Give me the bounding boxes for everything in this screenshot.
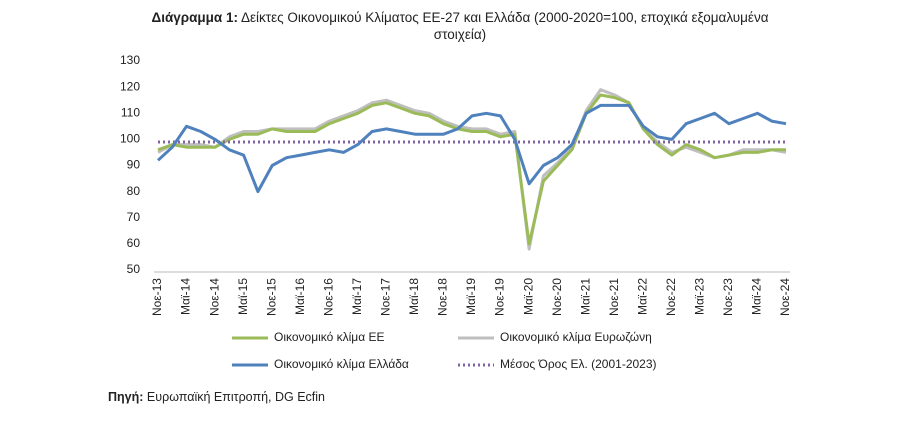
y-tick-label: 50 (127, 262, 141, 276)
x-tick-label: Νοε-20 (550, 278, 564, 316)
title-text: Δείκτες Οικονομικού Κλίματος ΕΕ-27 και Ε… (240, 10, 769, 42)
x-tick-label: Νοε-17 (379, 278, 393, 316)
chart: 50 60 70 80 90 100 110 120 130 Νοε-13 Μαϊ-14 Νοε-14… (120, 53, 792, 371)
y-tick-label: 80 (127, 184, 141, 198)
y-tick-label: 60 (127, 236, 141, 250)
x-tick-label: Μαϊ-21 (578, 278, 592, 315)
y-tick-label: 90 (127, 158, 141, 172)
x-tick-label: Μαϊ-24 (750, 278, 764, 315)
x-tick-label: Νοε-19 (493, 278, 507, 316)
legend-label: Οικονομικό κλίμα Ευρωζώνη (500, 330, 652, 344)
x-tick-label: Νοε-23 (721, 278, 735, 316)
source-text: Ευρωπαϊκή Επιτροπή, DG Ecfin (146, 390, 325, 404)
x-tick-label: Νοε-14 (207, 278, 221, 316)
y-tick-label: 110 (121, 105, 140, 119)
series-line (156, 103, 787, 194)
x-tick-label: Μαϊ-22 (635, 278, 649, 315)
chart-title: Διάγραμμα 1: Δείκτες Οικονομικού Κλίματο… (140, 9, 780, 43)
x-tick-label: Μαϊ-19 (464, 278, 478, 315)
x-tick-label: Μαϊ-17 (350, 278, 364, 315)
x-tick-label: Μαϊ-20 (521, 278, 535, 315)
x-tick-label: Νοε-18 (436, 278, 450, 316)
legend-label: Μέσος Όρος Ελ. (2001-2023) (500, 357, 657, 371)
x-tick-label: Νοε-15 (264, 278, 278, 316)
x-tick-label: Νοε-16 (321, 278, 335, 316)
source-label: Πηγή: (108, 390, 144, 404)
x-tick-label: Νοε-13 (150, 278, 164, 316)
source: Πηγή: Ευρωπαϊκή Επιτροπή, DG Ecfin (108, 390, 325, 404)
x-tick-label: Νοε-21 (607, 278, 621, 316)
series-line (157, 93, 786, 246)
x-tick-label: Μαϊ-18 (407, 278, 421, 315)
series-line (157, 88, 787, 251)
y-tick-label: 130 (120, 53, 140, 67)
y-tick-label: 70 (127, 210, 141, 224)
x-tick-label: Μαϊ-23 (693, 278, 707, 315)
x-tick-label: Νοε-24 (778, 278, 792, 316)
y-tick-label: 120 (120, 79, 140, 93)
x-tick-label: Μαϊ-16 (293, 278, 307, 315)
x-tick-label: Μαϊ-14 (179, 278, 193, 315)
title-label: Διάγραμμα 1: (151, 10, 238, 25)
y-tick-label: 100 (120, 132, 140, 146)
legend-label: Οικονομικό κλίμα ΕΕ (274, 330, 385, 344)
x-tick-label: Μαϊ-15 (236, 278, 250, 315)
legend-label: Οικονομικό κλίμα Ελλάδα (274, 357, 409, 371)
x-tick-label: Νοε-22 (664, 278, 678, 316)
